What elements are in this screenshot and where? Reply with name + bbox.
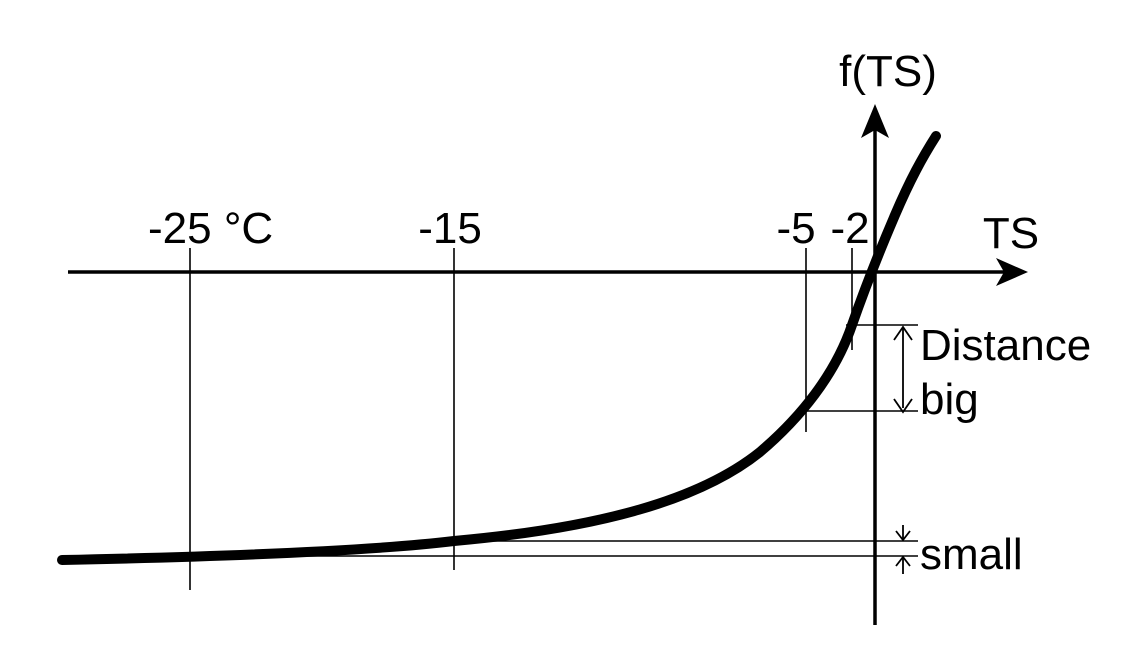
distance-big-arrow	[893, 325, 913, 414]
x-axis-label: TS	[983, 209, 1039, 258]
tick-label-minus-15: -15	[418, 204, 482, 253]
annotation-distance: Distance	[920, 321, 1091, 370]
tick-label-minus-2: -2	[830, 204, 869, 253]
tick-label-minus-5: -5	[776, 204, 815, 253]
y-axis-label: f(TS)	[839, 47, 937, 96]
distance-small-arrows	[895, 525, 911, 574]
annotation-big: big	[920, 375, 979, 424]
tick-label-minus-25: -25 °C	[148, 204, 273, 253]
annotation-small: small	[920, 530, 1023, 579]
y-axis-arrowhead	[861, 104, 889, 138]
x-axis-arrowhead	[996, 258, 1028, 286]
function-curve	[57, 131, 941, 565]
